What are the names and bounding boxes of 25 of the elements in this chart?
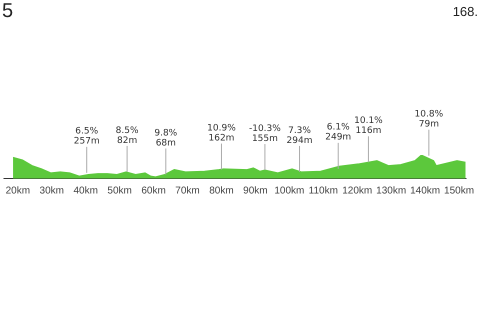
annotation: 7.3% 294m — [286, 126, 313, 146]
x-tick-label: 90km — [243, 185, 268, 196]
annotation: 10.9% 162m — [207, 123, 236, 144]
text: 168. — [452, 4, 478, 19]
x-tick-label: 60km — [141, 185, 166, 196]
annotation: 6.1% 249m — [325, 122, 352, 143]
x-tick-label: 30km — [40, 185, 64, 196]
x-tick-label: 40km — [73, 185, 98, 196]
x-tick-label: 150km — [444, 185, 474, 196]
x-tick-label: 110km — [308, 185, 338, 196]
chart-title: 5 — [2, 0, 14, 23]
annotation: -10.3% 155m — [248, 124, 282, 144]
x-tick-label: 140km — [410, 185, 440, 196]
annotation: 9.8% 68m — [154, 128, 178, 148]
x-tick-label: 130km — [376, 185, 406, 196]
x-tick-label: 80km — [209, 185, 234, 196]
x-tick-label: 20km — [6, 185, 30, 196]
annotation: 8.5% 82m — [116, 126, 139, 146]
x-tick-label: 120km — [342, 185, 372, 196]
x-tick-label: 50km — [107, 185, 132, 196]
annotation: 6.5% 257m — [74, 126, 100, 147]
x-tick-label: 100km — [274, 185, 304, 196]
annotation: 10.8% 79m — [414, 110, 444, 130]
annotation: 10.1% 116m — [354, 116, 384, 136]
x-tick-label: 70km — [175, 185, 200, 196]
